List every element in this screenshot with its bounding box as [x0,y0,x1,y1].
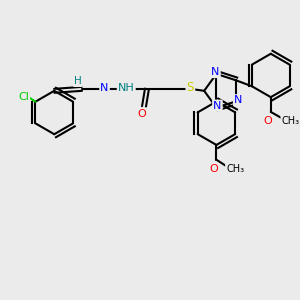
Text: NH: NH [118,83,135,93]
Text: CH₃: CH₃ [281,116,300,126]
Text: S: S [187,81,194,94]
Text: N: N [234,95,242,105]
Text: N: N [100,83,109,93]
Text: CH₃: CH₃ [226,164,244,174]
Text: O: O [209,164,218,174]
Text: Cl: Cl [18,92,29,102]
Text: O: O [263,116,272,126]
Text: O: O [138,109,146,118]
Text: H: H [74,76,82,86]
Text: N: N [213,101,222,111]
Text: N: N [211,67,220,77]
